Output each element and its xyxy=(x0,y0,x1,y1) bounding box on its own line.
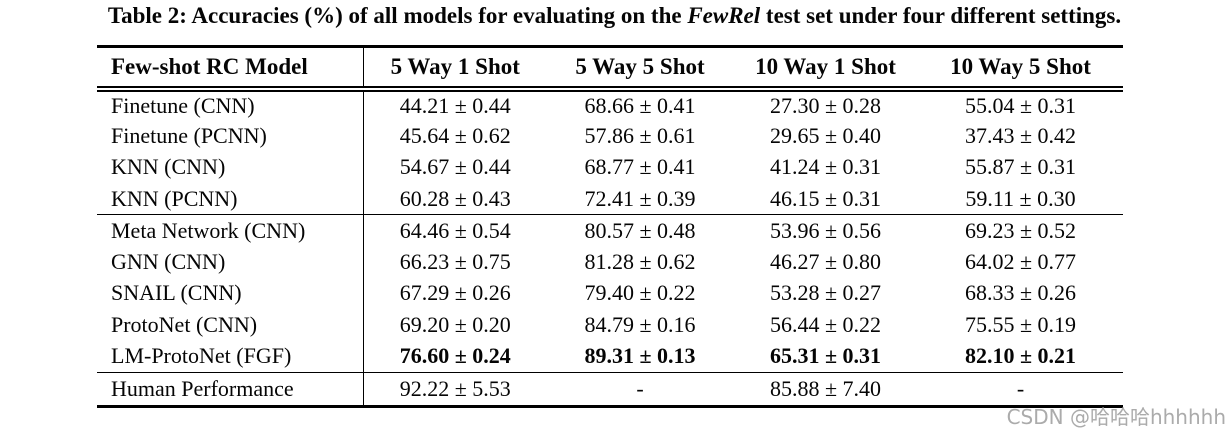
value-cell: 66.23 ± 0.75 xyxy=(399,248,511,274)
value-cell: 68.66 ± 0.41 xyxy=(584,92,696,118)
model-name-cell: LM-ProtoNet (FGF) xyxy=(97,340,364,372)
table-row: SNAIL (CNN) 67.29 ± 0.26 79.40 ± 0.22 53… xyxy=(97,277,1123,309)
results-table: Few-shot RC Model 5 Way 1 Shot 5 Way 5 S… xyxy=(97,45,1123,408)
value-cell: 72.41 ± 0.39 xyxy=(584,185,696,211)
table-row-best-model: LM-ProtoNet (FGF) 76.60 ± 0.24 89.31 ± 0… xyxy=(97,340,1123,372)
value-cell: - xyxy=(547,371,733,406)
value-cell: 82.10 ± 0.21 xyxy=(964,343,1077,368)
value-cell: 80.57 ± 0.48 xyxy=(547,214,733,246)
table-row-human-performance: Human Performance 92.22 ± 5.53 - 85.88 ±… xyxy=(97,371,1123,406)
value-cell: 53.96 ± 0.56 xyxy=(733,214,918,246)
value-cell: - xyxy=(918,371,1123,406)
model-name-cell: KNN (CNN) xyxy=(97,151,364,183)
table-row: KNN (PCNN) 60.28 ± 0.43 72.41 ± 0.39 46.… xyxy=(97,183,1123,215)
value-cell: 81.28 ± 0.62 xyxy=(584,248,696,274)
table-row: Meta Network (CNN) 64.46 ± 0.54 80.57 ± … xyxy=(97,214,1123,246)
model-name-cell: Human Performance xyxy=(97,371,364,406)
caption-dataset-name: FewRel xyxy=(687,3,761,28)
value-cell: 45.64 ± 0.62 xyxy=(399,122,511,148)
value-cell: 46.15 ± 0.31 xyxy=(769,185,882,211)
model-name-cell: Meta Network (CNN) xyxy=(97,214,364,246)
value-cell: 76.60 ± 0.24 xyxy=(399,343,511,368)
table-row: KNN (CNN) 54.67 ± 0.44 68.77 ± 0.41 41.2… xyxy=(97,151,1123,183)
value-cell: 69.20 ± 0.20 xyxy=(399,311,511,337)
caption-prefix: Table 2: Accuracies (%) of all models fo… xyxy=(107,3,688,28)
table-row: GNN (CNN) 66.23 ± 0.75 81.28 ± 0.62 46.2… xyxy=(97,246,1123,278)
value-cell: 60.28 ± 0.43 xyxy=(399,185,511,211)
value-cell: 53.28 ± 0.27 xyxy=(769,280,882,306)
value-cell: 55.04 ± 0.31 xyxy=(964,92,1077,118)
value-cell: 65.31 ± 0.31 xyxy=(769,343,882,368)
value-cell: 64.02 ± 0.77 xyxy=(964,248,1077,274)
value-cell: 46.27 ± 0.80 xyxy=(769,248,882,274)
caption-suffix: test set under four different settings. xyxy=(760,3,1122,28)
value-cell: 57.86 ± 0.61 xyxy=(584,122,696,148)
value-cell: 75.55 ± 0.19 xyxy=(964,311,1077,337)
table-row: Finetune (PCNN) 45.64 ± 0.62 57.86 ± 0.6… xyxy=(97,120,1123,152)
value-cell: 41.24 ± 0.31 xyxy=(769,154,882,180)
value-cell: 89.31 ± 0.13 xyxy=(584,343,696,368)
header-row: Few-shot RC Model 5 Way 1 Shot 5 Way 5 S… xyxy=(97,46,1123,92)
model-name-cell: Finetune (PCNN) xyxy=(97,120,364,152)
csdn-watermark: CSDN @哈哈哈hhhhhh xyxy=(1006,405,1226,429)
value-cell: 37.43 ± 0.42 xyxy=(964,122,1077,148)
value-cell: 44.21 ± 0.44 xyxy=(399,92,511,118)
model-name-cell: KNN (PCNN) xyxy=(97,183,364,215)
column-header-5way1shot: 5 Way 1 Shot xyxy=(363,46,547,92)
value-cell: 54.67 ± 0.44 xyxy=(399,154,511,180)
model-name-cell: ProtoNet (CNN) xyxy=(97,309,364,341)
column-header-5way5shot: 5 Way 5 Shot xyxy=(547,46,733,92)
value-cell: 68.77 ± 0.41 xyxy=(584,154,696,180)
value-cell: 92.22 ± 5.53 xyxy=(363,371,547,406)
table-caption: Table 2: Accuracies (%) of all models fo… xyxy=(0,3,1229,29)
value-cell: 69.23 ± 0.52 xyxy=(918,214,1123,246)
value-cell: 29.65 ± 0.40 xyxy=(769,122,882,148)
value-cell: 67.29 ± 0.26 xyxy=(399,280,511,306)
table-row: ProtoNet (CNN) 69.20 ± 0.20 84.79 ± 0.16… xyxy=(97,309,1123,341)
column-header-10way5shot: 10 Way 5 Shot xyxy=(918,46,1123,92)
model-name-cell: Finetune (CNN) xyxy=(97,88,364,120)
model-name-cell: SNAIL (CNN) xyxy=(97,277,364,309)
value-cell: 79.40 ± 0.22 xyxy=(584,280,696,306)
value-cell: 68.33 ± 0.26 xyxy=(964,280,1077,306)
value-cell: 84.79 ± 0.16 xyxy=(584,311,696,337)
column-header-model: Few-shot RC Model xyxy=(97,46,364,92)
model-name-cell: GNN (CNN) xyxy=(97,246,364,278)
value-cell: 64.46 ± 0.54 xyxy=(363,214,547,246)
column-header-10way1shot: 10 Way 1 Shot xyxy=(733,46,918,92)
table-row: Finetune (CNN) 44.21 ± 0.44 68.66 ± 0.41… xyxy=(97,88,1123,120)
value-cell: 56.44 ± 0.22 xyxy=(769,311,882,337)
value-cell: 55.87 ± 0.31 xyxy=(964,154,1077,180)
value-cell: 27.30 ± 0.28 xyxy=(769,92,882,118)
value-cell: 59.11 ± 0.30 xyxy=(965,185,1076,211)
value-cell: 85.88 ± 7.40 xyxy=(733,371,918,406)
